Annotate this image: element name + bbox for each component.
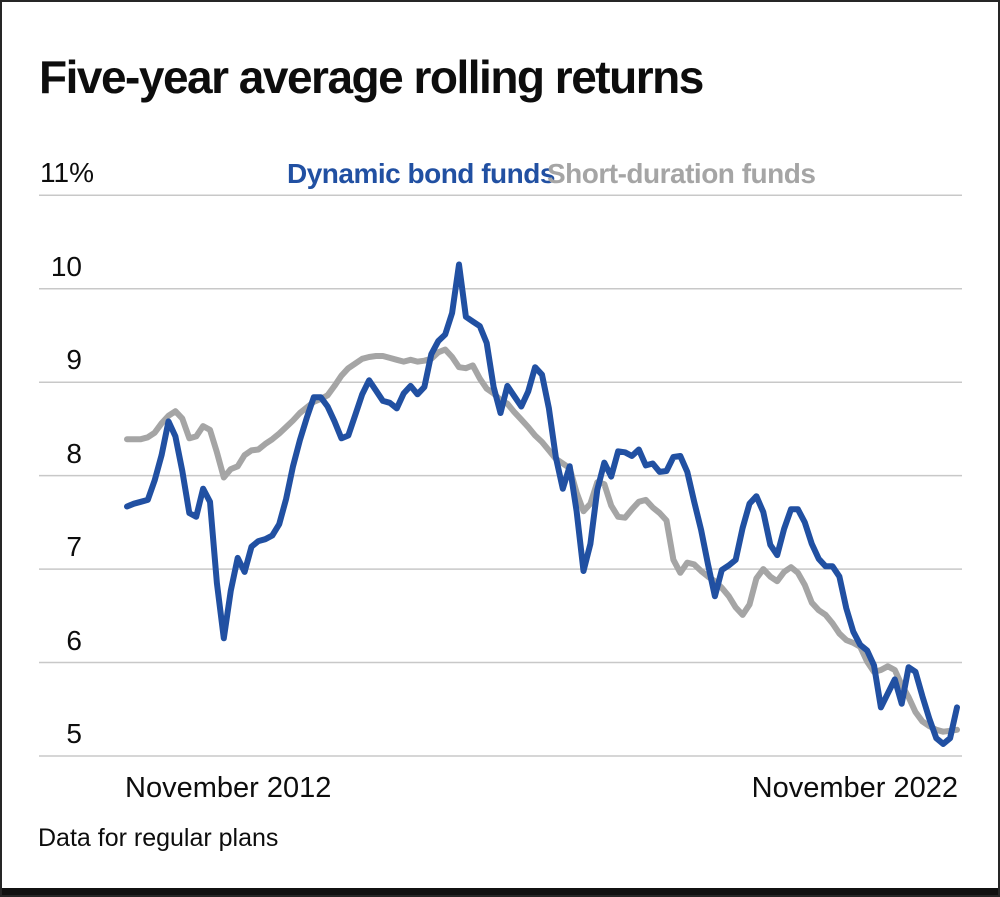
legend-short-duration-funds: Short-duration funds [547, 158, 816, 189]
y-axis-label-9: 9 [66, 344, 82, 375]
y-axis-label-10: 10 [50, 251, 82, 282]
legend-dynamic-bond-funds: Dynamic bond funds [287, 158, 555, 189]
dynamic-bond-funds-line [124, 261, 960, 747]
x-axis-label-end: November 2022 [751, 772, 958, 804]
short-duration-funds-line [124, 346, 960, 735]
y-axis-label-8: 8 [66, 438, 82, 469]
page-title: Five-year average rolling returns [39, 51, 704, 103]
y-axis-label-11: 11% [40, 157, 94, 188]
bottom-accent-bar [2, 888, 998, 895]
y-axis-label-6: 6 [66, 625, 82, 656]
x-axis-label-start: November 2012 [125, 772, 332, 804]
footnote: Data for regular plans [38, 824, 279, 852]
y-axis-label-5: 5 [66, 718, 82, 749]
y-axis-label-7: 7 [66, 531, 82, 562]
